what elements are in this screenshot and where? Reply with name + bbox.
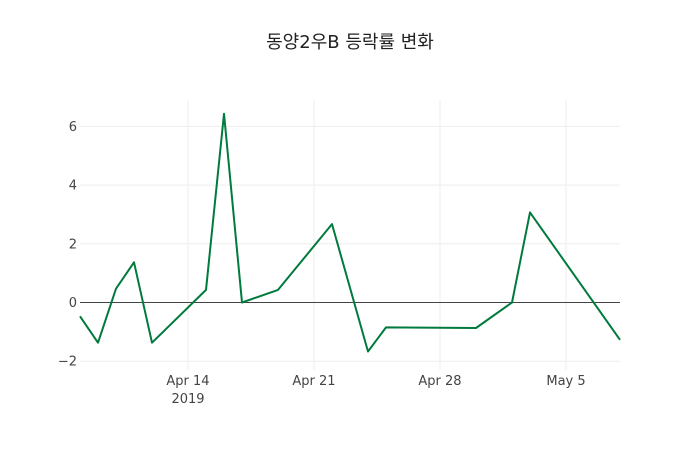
y-tick-label: 6 bbox=[69, 120, 77, 135]
series-line bbox=[79, 112, 621, 353]
y-tick-label: −2 bbox=[58, 355, 77, 370]
y-tick-label: 4 bbox=[69, 179, 77, 194]
x-tick-label: May 5 bbox=[546, 374, 585, 389]
chart-title: 동양2우B 등락률 변화 bbox=[266, 32, 434, 53]
x-tick-label: Apr 21 bbox=[292, 374, 335, 389]
y-tick-label: 0 bbox=[69, 296, 77, 311]
x-tick-label: Apr 14 bbox=[166, 374, 209, 389]
x-tick-sublabel: 2019 bbox=[171, 392, 204, 407]
x-tick-label: Apr 28 bbox=[418, 374, 461, 389]
y-tick-label: 2 bbox=[69, 237, 77, 252]
